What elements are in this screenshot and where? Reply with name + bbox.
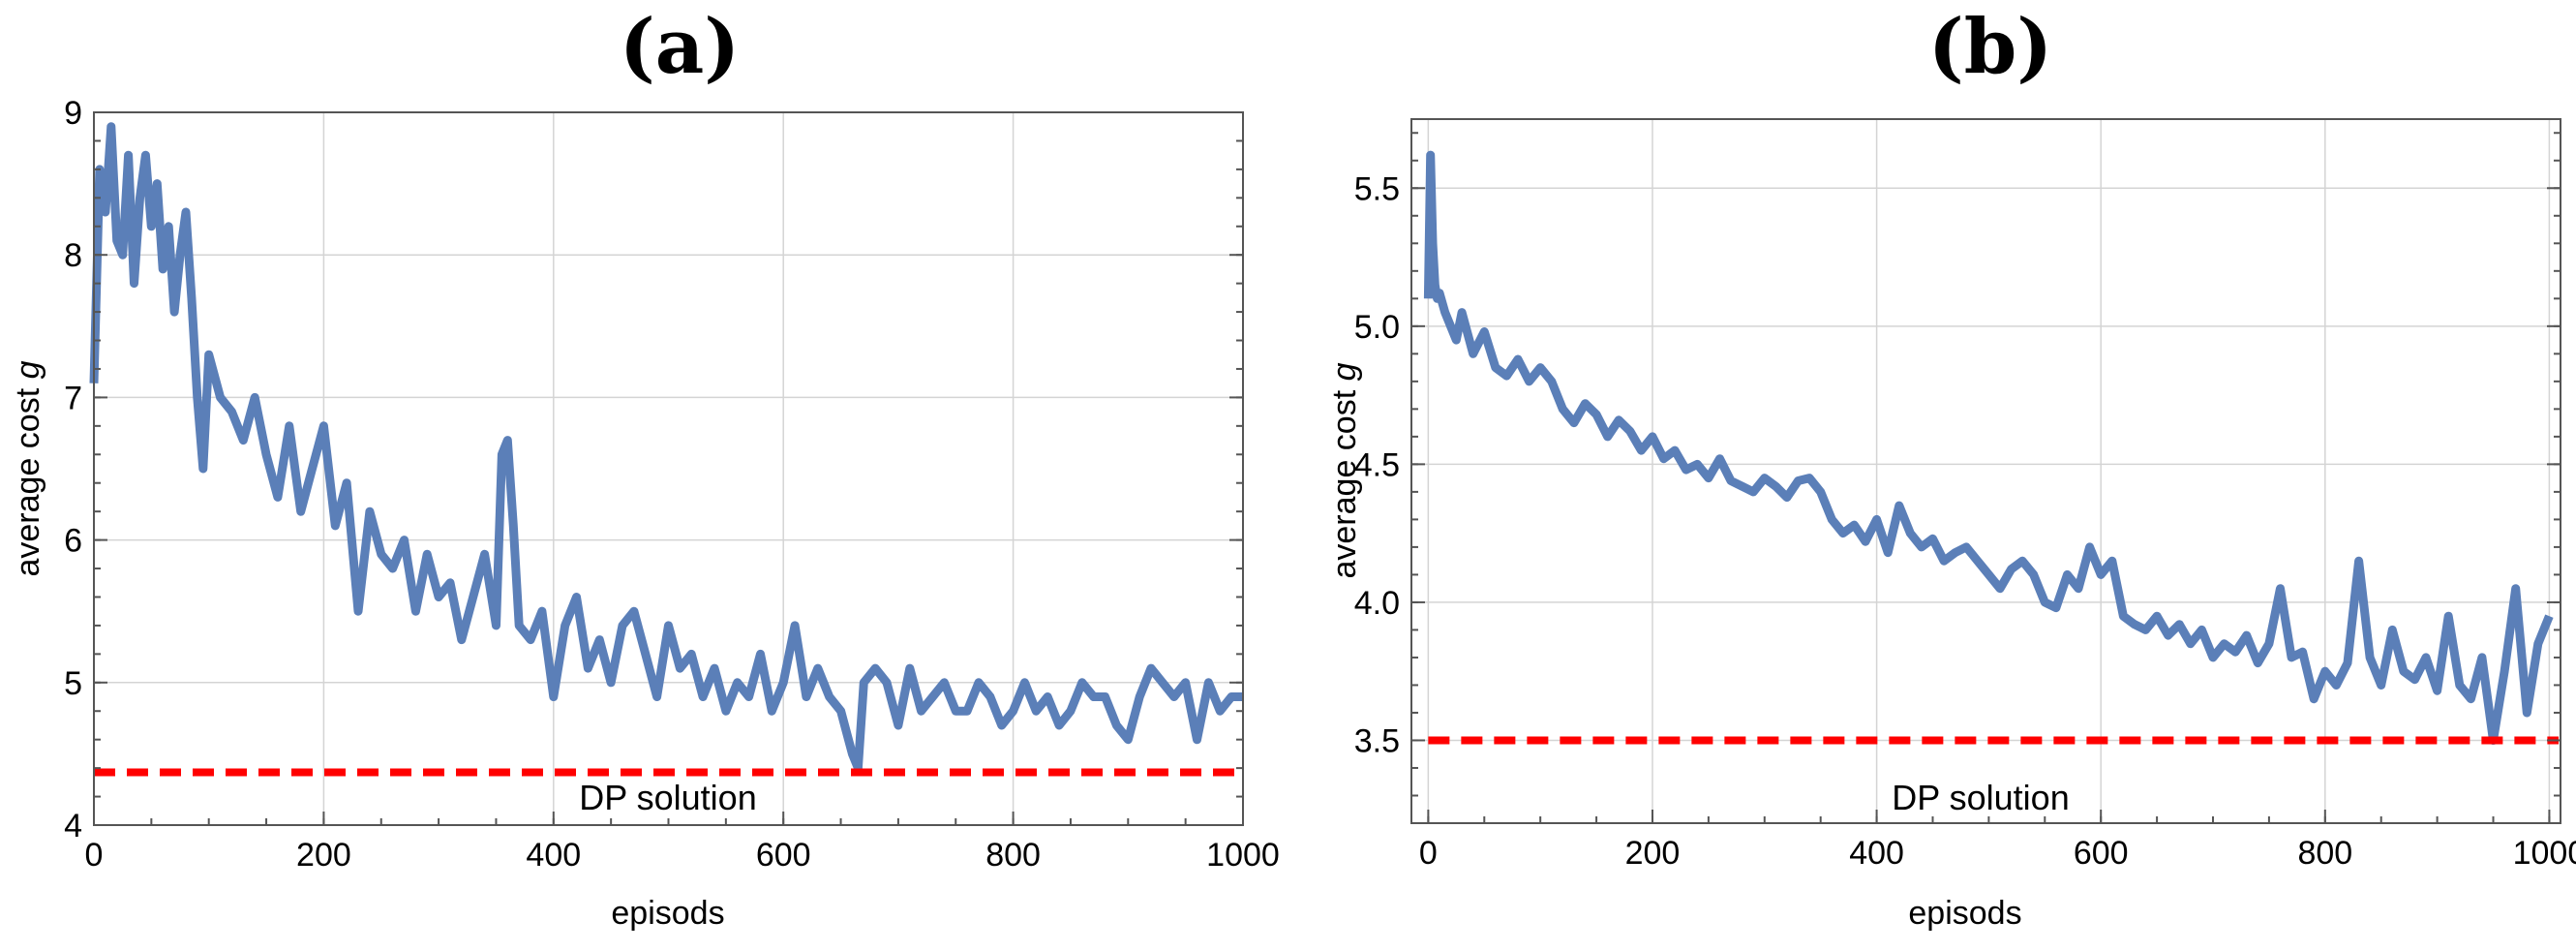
- series-line: [89, 122, 1243, 773]
- panel-b-grid: [1411, 119, 2561, 823]
- x-tick-label: 400: [526, 837, 581, 874]
- x-tick-label: 0: [85, 837, 104, 874]
- panel-a-x-axis-title: episods: [611, 895, 724, 932]
- x-tick-label: 200: [1625, 835, 1681, 872]
- y-tick-label: 5.5: [1354, 170, 1400, 207]
- x-tick-label: 0: [1419, 835, 1438, 872]
- panel-b-x-axis-title: episods: [1908, 895, 2021, 932]
- panel-b-y-axis-title: average cost g: [1326, 362, 1363, 578]
- panel-b-y-axis-title-text: average cost: [1326, 381, 1363, 578]
- y-tick-label: 4.0: [1354, 585, 1400, 622]
- x-tick-label: 1000: [1206, 837, 1280, 874]
- panel-b-series: [1423, 150, 2554, 745]
- panel-b-title: (b): [1928, 3, 2052, 91]
- x-tick-label: 400: [1849, 835, 1904, 872]
- y-tick-label: 8: [64, 237, 82, 274]
- y-tick-label: 3.5: [1354, 722, 1400, 759]
- panel-b-ticks: 0 200 400 600 800 1000 3.5 4.0 4.5 5.0 5.5: [1354, 132, 2576, 872]
- y-tick-label: 5: [64, 665, 82, 702]
- y-tick-label: 4: [64, 808, 82, 844]
- panel-a-y-axis-title-text: average cost: [10, 379, 46, 576]
- panel-b-y-axis-title-var: g: [1326, 362, 1363, 381]
- y-tick-label: 6: [64, 523, 82, 560]
- x-tick-label: 600: [756, 837, 811, 874]
- panel-a-y-axis-title: average cost g: [10, 360, 46, 576]
- panel-a-dp-label: DP solution: [579, 778, 756, 817]
- x-tick-label: 1000: [2513, 835, 2576, 872]
- x-tick-label: 800: [985, 837, 1041, 874]
- y-tick-label: 4.5: [1354, 446, 1400, 483]
- series-line: [1423, 150, 2554, 745]
- x-tick-label: 800: [2297, 835, 2352, 872]
- panel-b: (b) 0 200 400 600 800 1000 3.5 4.0 4.5 5.0 5.5 DP …: [1326, 3, 2576, 932]
- panel-a-ticks: 0 200 400 600 800 1000 4 5 6 7 8 9: [64, 95, 1280, 874]
- y-tick-label: 9: [64, 95, 82, 132]
- panel-a-title: (a): [620, 3, 740, 91]
- panel-b-frame: [1410, 118, 2561, 824]
- panel-a-y-axis-title-var: g: [10, 360, 46, 379]
- x-tick-label: 200: [296, 837, 351, 874]
- panel-b-dp-label: DP solution: [1892, 778, 2069, 817]
- panel-a-series: [89, 122, 1243, 773]
- y-tick-label: 5.0: [1354, 309, 1400, 346]
- x-tick-label: 600: [2074, 835, 2129, 872]
- y-tick-label: 7: [64, 380, 82, 416]
